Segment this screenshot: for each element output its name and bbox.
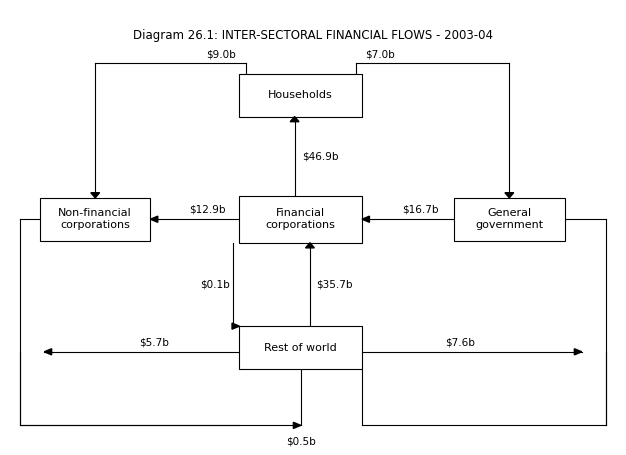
Text: Rest of world: Rest of world xyxy=(264,343,337,353)
Polygon shape xyxy=(362,216,369,222)
Text: $0.5b: $0.5b xyxy=(286,436,316,446)
Polygon shape xyxy=(574,349,582,355)
Bar xyxy=(40,198,150,241)
Polygon shape xyxy=(290,116,299,121)
Text: Diagram 26.1: INTER-SECTORAL FINANCIAL FLOWS - 2003-04: Diagram 26.1: INTER-SECTORAL FINANCIAL F… xyxy=(133,29,493,42)
Text: $9.0b: $9.0b xyxy=(206,50,236,60)
Polygon shape xyxy=(150,216,158,222)
Text: $7.6b: $7.6b xyxy=(444,338,475,348)
Text: Financial
corporations: Financial corporations xyxy=(266,208,336,230)
Polygon shape xyxy=(91,193,100,198)
Text: $7.0b: $7.0b xyxy=(366,50,396,60)
Bar xyxy=(239,196,362,243)
Text: General
government: General government xyxy=(475,208,543,230)
Polygon shape xyxy=(44,349,52,355)
Bar xyxy=(454,198,565,241)
Text: Households: Households xyxy=(269,90,333,100)
Text: $12.9b: $12.9b xyxy=(189,205,225,215)
Text: Non-financial
corporations: Non-financial corporations xyxy=(58,208,132,230)
Bar xyxy=(239,326,362,369)
Bar xyxy=(239,74,362,116)
Text: $16.7b: $16.7b xyxy=(402,205,439,215)
Text: $5.7b: $5.7b xyxy=(139,338,169,348)
Text: $35.7b: $35.7b xyxy=(316,279,352,289)
Text: $0.1b: $0.1b xyxy=(200,279,230,289)
Polygon shape xyxy=(232,323,239,329)
Text: $46.9b: $46.9b xyxy=(302,151,339,161)
Polygon shape xyxy=(305,243,314,248)
Polygon shape xyxy=(294,422,300,429)
Polygon shape xyxy=(505,193,514,198)
